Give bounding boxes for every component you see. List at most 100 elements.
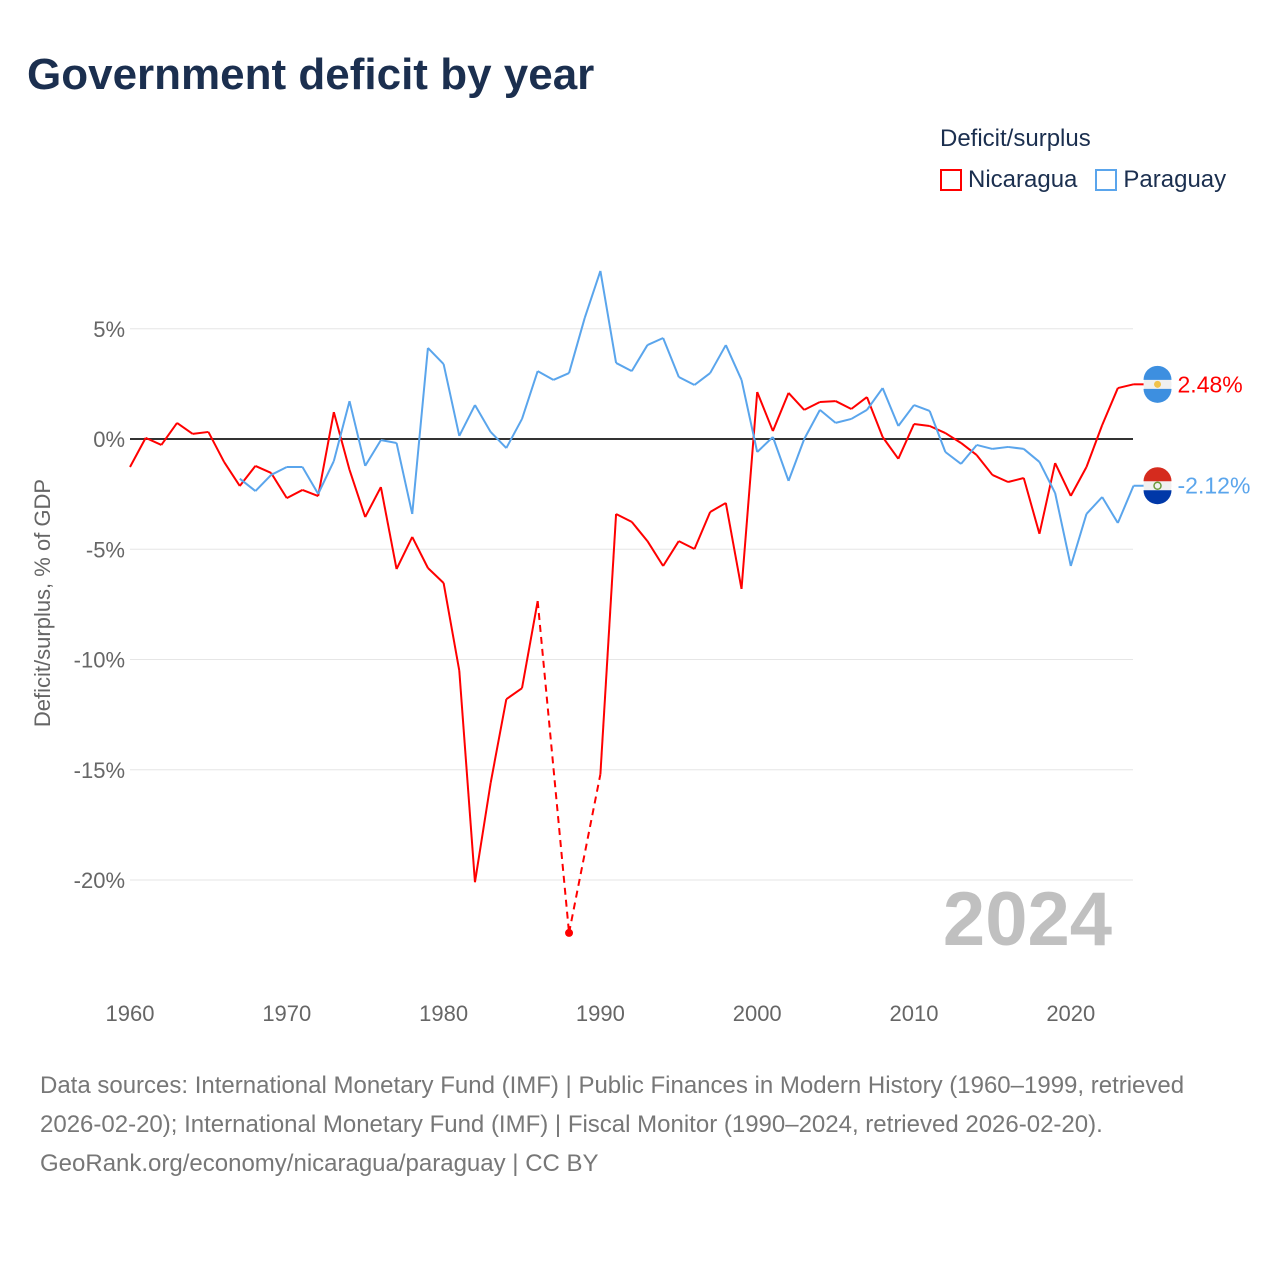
- series-segment-paraguay: [395, 442, 414, 515]
- series-segment-nicaragua: [615, 513, 633, 523]
- series-segment-paraguay: [1038, 461, 1057, 494]
- series-segment-paraguay: [944, 451, 962, 465]
- flag-stripe: [1143, 467, 1172, 482]
- flag-emblem: [1154, 380, 1162, 388]
- series-segment-nicaragua: [238, 465, 257, 487]
- series-segment-paraguay: [583, 270, 602, 319]
- series-segment-paraguay: [1023, 448, 1041, 463]
- series-segment-nicaragua: [835, 400, 852, 410]
- flag-stripe: [1143, 365, 1172, 380]
- series-segment-paraguay: [599, 270, 618, 364]
- series-segment-paraguay: [332, 400, 351, 462]
- series-segment-paraguay: [819, 409, 837, 424]
- y-tick-label: 0%: [93, 427, 125, 452]
- series-segment-paraguay: [897, 404, 915, 427]
- series-segment-nicaragua: [819, 400, 836, 403]
- series-segment-nicaragua: [568, 773, 602, 934]
- series-segment-nicaragua: [505, 687, 523, 701]
- series-segment-paraguay: [740, 379, 759, 453]
- series-segment-nicaragua: [317, 411, 335, 497]
- series-segment-paraguay: [866, 387, 884, 411]
- series-segment-paraguay: [960, 444, 978, 465]
- series-segment-nicaragua: [129, 437, 147, 468]
- series-segment-paraguay: [254, 474, 272, 492]
- legend: Nicaragua Paraguay: [940, 166, 1226, 194]
- legend-item-nicaragua[interactable]: Nicaragua: [940, 166, 1077, 194]
- series-segment-paraguay: [301, 466, 320, 495]
- series-segment-nicaragua: [255, 464, 272, 474]
- series-segment-nicaragua: [724, 502, 743, 590]
- series-segment-nicaragua: [521, 600, 539, 689]
- series-segment-nicaragua: [489, 699, 508, 784]
- series-segment-nicaragua: [286, 489, 303, 499]
- y-axis-label: Deficit/surplus, % of GDP: [30, 479, 55, 727]
- series-segment-nicaragua: [771, 392, 790, 432]
- series-segment-paraguay: [1116, 485, 1135, 524]
- flag-stripe: [1143, 490, 1172, 505]
- series-segment-paraguay: [630, 344, 649, 372]
- series-segment-nicaragua: [270, 472, 288, 499]
- series-segment-nicaragua: [207, 431, 225, 463]
- credit-link[interactable]: GeoRank.org/economy/nicaragua/paraguay |…: [40, 1150, 599, 1177]
- series-segment-paraguay: [662, 337, 680, 378]
- y-tick-label: -10%: [74, 648, 125, 673]
- series-segment-nicaragua: [1069, 466, 1088, 497]
- series-segment-paraguay: [411, 347, 429, 515]
- series-segment-nicaragua: [379, 486, 398, 570]
- series-segment-paraguay: [270, 466, 288, 476]
- series-segment-paraguay: [1101, 496, 1119, 524]
- series-segment-paraguay: [913, 404, 931, 412]
- legend-title: Deficit/surplus: [940, 125, 1091, 152]
- series-segment-nicaragua: [332, 411, 351, 471]
- series-segment-nicaragua: [960, 442, 978, 456]
- series-segment-nicaragua: [145, 436, 162, 446]
- series-segment-paraguay: [568, 317, 586, 374]
- series-segment-nicaragua: [897, 423, 915, 460]
- series-segment-paraguay: [537, 370, 554, 381]
- x-tick-label: 2020: [1046, 1001, 1095, 1026]
- series-segment-paraguay: [771, 436, 790, 482]
- legend-swatch: [1095, 169, 1118, 191]
- series-segment-nicaragua: [740, 391, 759, 590]
- series-segment-nicaragua: [866, 396, 884, 438]
- series-segment-nicaragua: [473, 782, 492, 883]
- x-tick-label: 1980: [419, 1001, 468, 1026]
- flag-stripe: [1143, 388, 1172, 403]
- x-tick-label: 2000: [733, 1001, 782, 1026]
- series-segment-nicaragua: [176, 422, 194, 435]
- series-segment-nicaragua: [364, 486, 382, 518]
- y-tick-label: -15%: [74, 758, 125, 783]
- y-tick-label: -5%: [86, 537, 125, 562]
- series-segment-paraguay: [239, 477, 257, 492]
- series-segment-paraguay: [787, 438, 806, 482]
- series-segment-nicaragua: [1007, 477, 1025, 483]
- series-segment-paraguay: [709, 344, 727, 374]
- y-tick-label: -20%: [74, 868, 125, 893]
- series-segment-paraguay: [489, 431, 508, 449]
- series-segment-nicaragua: [599, 513, 618, 775]
- series-segment-paraguay: [1085, 496, 1103, 515]
- series-segment-nicaragua: [223, 461, 241, 487]
- series-segment-nicaragua: [913, 423, 930, 427]
- y-tick-label: 5%: [93, 317, 125, 342]
- x-tick-label: 1970: [262, 1001, 311, 1026]
- series-segment-paraguay: [1069, 513, 1088, 567]
- series-segment-paraguay: [521, 370, 539, 420]
- series-segment-paraguay: [427, 347, 445, 365]
- series-segment-nicaragua: [756, 391, 774, 432]
- end-marker-paraguay: -2.12%: [1133, 467, 1251, 505]
- series-segment-nicaragua: [709, 502, 727, 513]
- series-segment-nicaragua: [348, 469, 367, 518]
- series-segment-paraguay: [678, 376, 695, 386]
- series-segment-nicaragua: [427, 567, 445, 584]
- series-segment-nicaragua: [662, 540, 680, 567]
- series-segment-nicaragua: [442, 582, 461, 671]
- end-value-label: -2.12%: [1178, 473, 1251, 499]
- series-segment-paraguay: [1007, 445, 1024, 450]
- series-segment-paraguay: [992, 445, 1009, 450]
- legend-item-paraguay[interactable]: Paraguay: [1095, 166, 1226, 194]
- data-sources: Data sources: International Monetary Fun…: [40, 1072, 1185, 1138]
- x-tick-label: 1990: [576, 1001, 625, 1026]
- legend-label: Paraguay: [1123, 166, 1227, 193]
